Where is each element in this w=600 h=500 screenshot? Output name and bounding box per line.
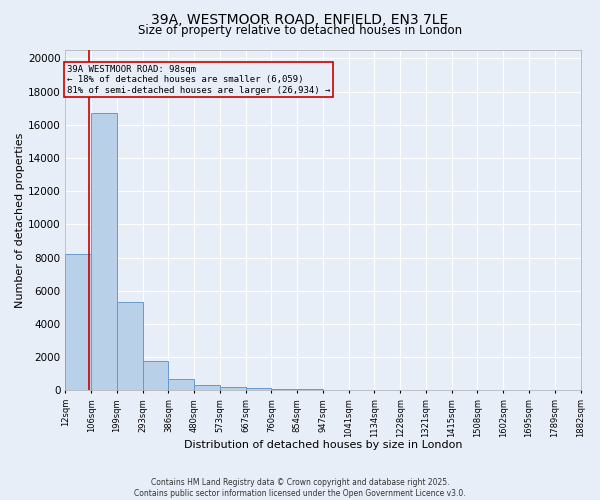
Text: 39A, WESTMOOR ROAD, ENFIELD, EN3 7LE: 39A, WESTMOOR ROAD, ENFIELD, EN3 7LE [151,12,449,26]
X-axis label: Distribution of detached houses by size in London: Distribution of detached houses by size … [184,440,462,450]
Bar [220,387,246,390]
Bar [194,384,220,390]
Bar [117,302,143,390]
Bar [169,379,194,390]
Bar [65,254,91,390]
Text: Contains HM Land Registry data © Crown copyright and database right 2025.
Contai: Contains HM Land Registry data © Crown c… [134,478,466,498]
Bar [271,389,298,390]
Y-axis label: Number of detached properties: Number of detached properties [15,132,25,308]
Bar [246,388,271,390]
Text: Size of property relative to detached houses in London: Size of property relative to detached ho… [138,24,462,37]
Bar [143,360,169,390]
Text: 39A WESTMOOR ROAD: 98sqm
← 18% of detached houses are smaller (6,059)
81% of sem: 39A WESTMOOR ROAD: 98sqm ← 18% of detach… [67,65,330,94]
Bar [91,113,117,390]
